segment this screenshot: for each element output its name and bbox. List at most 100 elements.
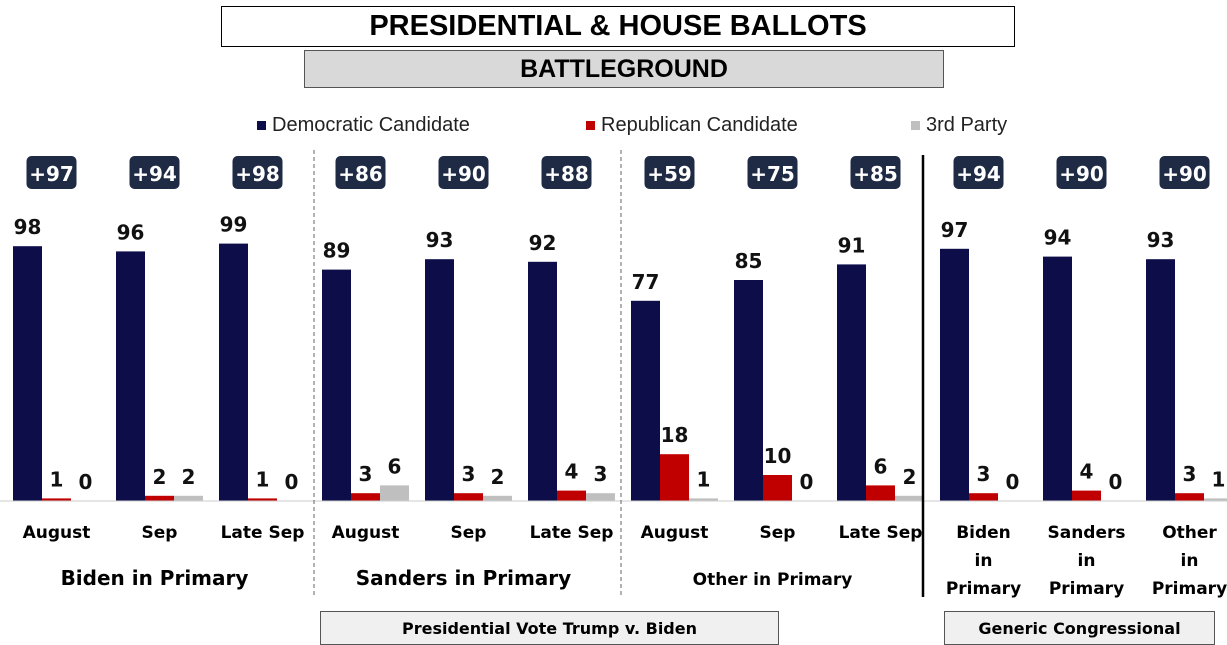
margin-label: +94 bbox=[132, 162, 177, 186]
bar-third bbox=[1204, 498, 1227, 501]
data-label-dem: 94 bbox=[1044, 226, 1072, 250]
legend-label-democratic: Democratic Candidate bbox=[272, 113, 470, 136]
bar-dem bbox=[734, 280, 763, 501]
chart-title: PRESIDENTIAL & HOUSE BALLOTS bbox=[221, 6, 1015, 47]
category-label: Late Sep bbox=[221, 523, 305, 543]
bar-dem bbox=[631, 300, 660, 501]
data-label-dem: 92 bbox=[529, 231, 557, 255]
data-label-dem: 77 bbox=[632, 270, 660, 294]
data-label-rep: 3 bbox=[977, 462, 991, 486]
data-label-third: 2 bbox=[182, 465, 196, 489]
footer-presidential: Presidential Vote Trump v. Biden bbox=[320, 611, 779, 645]
data-label-third: 0 bbox=[800, 470, 814, 494]
margin-badge bbox=[644, 156, 695, 189]
bar-third bbox=[689, 498, 718, 501]
bar-rep bbox=[351, 493, 380, 501]
margin-label: +98 bbox=[235, 162, 280, 186]
margin-badge bbox=[850, 156, 901, 189]
margin-label: +90 bbox=[1162, 162, 1207, 186]
bar-dem bbox=[322, 269, 351, 501]
group-label: Biden in Primary bbox=[61, 566, 249, 590]
bar-rep bbox=[660, 454, 689, 501]
data-label-third: 3 bbox=[594, 462, 608, 486]
data-label-rep: 3 bbox=[462, 462, 476, 486]
legend-swatch-republican bbox=[586, 120, 595, 130]
margin-badge bbox=[129, 156, 180, 189]
category-label: Sanders bbox=[1047, 523, 1125, 543]
data-label-rep: 4 bbox=[1080, 460, 1094, 484]
bar-dem bbox=[13, 246, 42, 501]
bar-rep bbox=[866, 485, 895, 501]
data-label-third: 0 bbox=[1109, 470, 1123, 494]
data-label-rep: 1 bbox=[50, 467, 64, 491]
bar-dem bbox=[219, 243, 248, 501]
margin-label: +75 bbox=[750, 162, 795, 186]
category-label: Biden bbox=[956, 523, 1011, 543]
margin-badge bbox=[1056, 156, 1107, 189]
bar-rep bbox=[248, 498, 277, 501]
bar-third bbox=[895, 495, 924, 501]
margin-badge bbox=[335, 156, 386, 189]
data-label-third: 2 bbox=[491, 465, 505, 489]
category-label: in bbox=[1078, 551, 1096, 571]
legend: Democratic Candidate Republican Candidat… bbox=[0, 112, 1227, 138]
group-label: Other in Primary bbox=[693, 570, 853, 590]
category-label: Other bbox=[1162, 523, 1217, 543]
data-label-rep: 3 bbox=[359, 462, 373, 486]
chart-subtitle: BATTLEGROUND bbox=[304, 50, 944, 88]
bar-rep bbox=[145, 495, 174, 501]
category-label: Sep bbox=[760, 523, 796, 543]
margin-label: +97 bbox=[29, 162, 74, 186]
data-label-third: 0 bbox=[285, 470, 299, 494]
margin-badge bbox=[541, 156, 592, 189]
category-label: Primary bbox=[1152, 579, 1227, 599]
margin-badge bbox=[438, 156, 489, 189]
legend-swatch-democratic bbox=[257, 120, 266, 130]
margin-label: +59 bbox=[647, 162, 692, 186]
margin-badge bbox=[953, 156, 1004, 189]
data-label-dem: 85 bbox=[735, 249, 763, 273]
data-label-rep: 1 bbox=[256, 467, 270, 491]
bar-rep bbox=[969, 493, 998, 501]
legend-label-third-party: 3rd Party bbox=[926, 113, 1008, 136]
data-label-dem: 91 bbox=[838, 233, 866, 257]
bar-dem bbox=[528, 261, 557, 501]
bar-rep bbox=[1175, 493, 1204, 501]
category-label: Sep bbox=[451, 523, 487, 543]
data-label-rep: 3 bbox=[1183, 462, 1197, 486]
data-label-third: 0 bbox=[79, 470, 93, 494]
bar-third bbox=[174, 495, 203, 501]
bar-dem bbox=[837, 264, 866, 501]
margin-label: +90 bbox=[441, 162, 486, 186]
group-label: Sanders in Primary bbox=[356, 566, 571, 590]
legend-label-republican: Republican Candidate bbox=[601, 113, 798, 136]
margin-label: +94 bbox=[956, 162, 1001, 186]
category-label: Late Sep bbox=[839, 523, 923, 543]
margin-label: +88 bbox=[544, 162, 589, 186]
bar-dem bbox=[425, 259, 454, 501]
category-label: August bbox=[332, 523, 400, 543]
bar-rep bbox=[1072, 490, 1101, 501]
category-label: Primary bbox=[1049, 579, 1124, 599]
data-label-rep: 6 bbox=[874, 454, 888, 478]
margin-badge bbox=[1159, 156, 1210, 189]
data-label-third: 6 bbox=[388, 454, 402, 478]
data-label-rep: 10 bbox=[764, 444, 792, 468]
data-label-dem: 93 bbox=[426, 228, 454, 252]
bar-rep bbox=[557, 490, 586, 501]
margin-label: +86 bbox=[338, 162, 383, 186]
bar-rep bbox=[454, 493, 483, 501]
footer-congressional: Generic Congressional bbox=[944, 611, 1215, 645]
legend-item-republican: Republican Candidate bbox=[586, 112, 798, 138]
bar-third bbox=[483, 495, 512, 501]
data-label-third: 2 bbox=[903, 465, 917, 489]
data-label-dem: 89 bbox=[323, 239, 351, 263]
category-label: August bbox=[23, 523, 91, 543]
category-label: in bbox=[1181, 551, 1199, 571]
data-label-third: 1 bbox=[1212, 467, 1226, 491]
bar-third bbox=[586, 493, 615, 501]
data-label-rep: 2 bbox=[153, 465, 167, 489]
data-label-dem: 96 bbox=[117, 220, 145, 244]
data-label-dem: 99 bbox=[220, 213, 248, 237]
margin-badge bbox=[232, 156, 283, 189]
